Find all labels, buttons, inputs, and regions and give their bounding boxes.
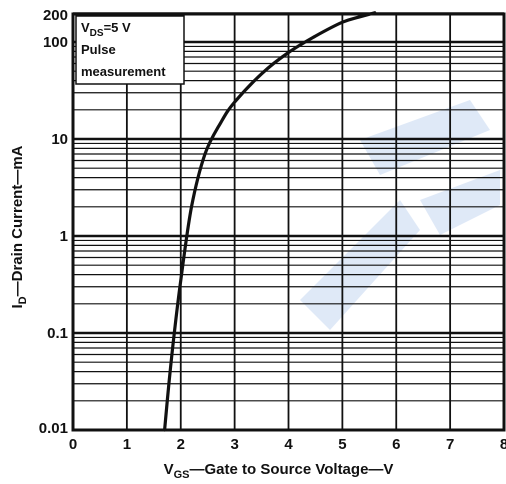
- y-tick-label: 0.1: [47, 325, 68, 342]
- y-tick-label: 100: [43, 34, 68, 51]
- legend-measurement: measurement: [81, 64, 166, 79]
- legend-condition: VDS=5 V: [81, 20, 131, 39]
- y-tick-label: 200: [43, 7, 68, 24]
- plot-frame: [71, 12, 506, 432]
- x-tick-label: 2: [177, 436, 185, 453]
- x-tick-label: 7: [446, 436, 454, 453]
- y-axis-label: ID—Drain Current—mA: [9, 145, 29, 308]
- y-tick-label: 10: [51, 131, 68, 148]
- x-tick-label: 6: [392, 436, 400, 453]
- watermark-stroke: [420, 170, 500, 235]
- x-tick-label: 8: [500, 436, 506, 453]
- x-tick-label: 1: [123, 436, 131, 453]
- y-tick-label: 1: [60, 228, 68, 245]
- x-tick-label: 5: [338, 436, 346, 453]
- legend-box: VDS=5 V Pulse measurement: [75, 15, 185, 85]
- x-tick-label: 4: [284, 436, 293, 453]
- series-line: [163, 11, 377, 432]
- x-tick-labels: 0 1 2 3 4 5 6 7 8: [69, 436, 506, 453]
- watermark-stroke: [360, 100, 490, 175]
- y-tick-label: 0.01: [39, 420, 68, 437]
- x-tick-label: 0: [69, 436, 77, 453]
- x-axis-label: VGS—Gate to Source Voltage—V: [164, 461, 394, 481]
- watermark-logo: [300, 100, 500, 330]
- y-tick-labels: 0.01 0.1 1 10 100 200: [39, 7, 68, 437]
- x-tick-label: 3: [230, 436, 238, 453]
- legend-pulse: Pulse: [81, 42, 116, 57]
